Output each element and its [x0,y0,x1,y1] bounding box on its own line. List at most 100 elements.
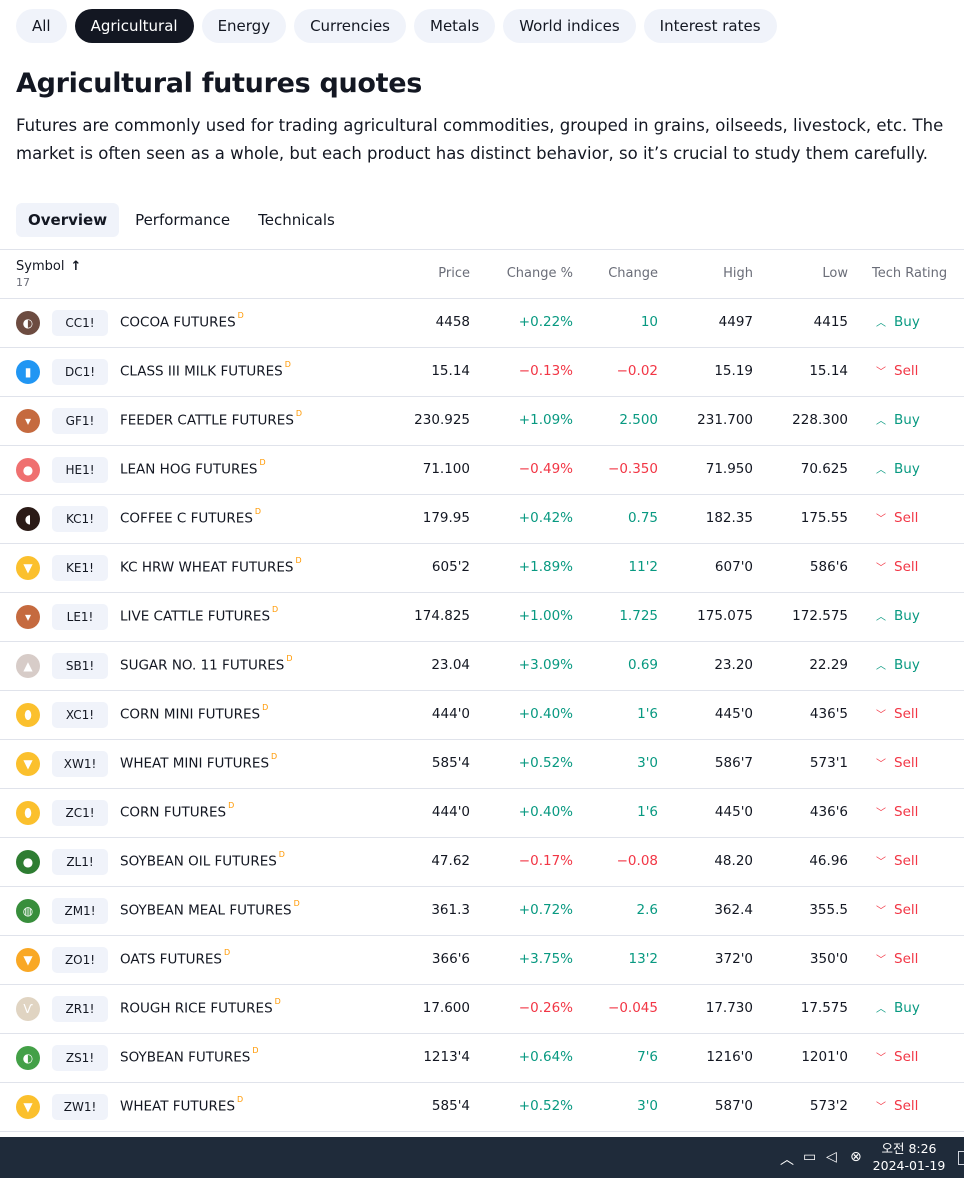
instrument-name[interactable]: SOYBEAN FUTURES D [120,1046,259,1066]
category-pill-interest-rates[interactable]: Interest rates [643,9,777,43]
table-row[interactable]: ◍ ZM1! SOYBEAN MEAL FUTURES D 361.3 +0.72% 2.6… [0,887,964,936]
cell-change: 1'6 [637,706,658,722]
tech-rating[interactable]: ﹀ Sell [876,853,918,869]
tech-rating[interactable]: ﹀ Sell [876,755,918,771]
tech-rating[interactable]: ︿ Buy [876,608,920,624]
ticker-badge[interactable]: ZS1! [52,1045,108,1071]
ticker-badge[interactable]: ZO1! [52,947,108,973]
instrument-name[interactable]: SUGAR NO. 11 FUTURES D [120,654,292,674]
instrument-name[interactable]: CLASS III MILK FUTURES D [120,360,291,380]
tab-performance[interactable]: Performance [135,211,231,229]
instrument-name[interactable]: FEEDER CATTLE FUTURES D [120,409,302,429]
ticker-badge[interactable]: XC1! [52,702,108,728]
table-row[interactable]: ▼ ZO1! OATS FUTURES D 366'6 +3.75% 13'2 372'0 35… [0,936,964,985]
tech-rating[interactable]: ︿ Buy [876,461,920,477]
tab-technicals[interactable]: Technicals [258,211,335,229]
sort-ascending-icon[interactable]: ↑ [70,259,82,274]
tech-rating[interactable]: ︿ Buy [876,1000,920,1016]
ticker-badge[interactable]: DC1! [52,359,108,385]
table-row[interactable]: ⬮ ZC1! CORN FUTURES D 444'0 +0.40% 1'6 445'0 436… [0,789,964,838]
header-low[interactable]: Low [822,266,848,281]
cell-price: 15.14 [431,363,470,379]
table-row[interactable]: ● ZL1! SOYBEAN OIL FUTURES D 47.62 −0.17% −0.0… [0,838,964,887]
cell-low: 573'2 [809,1098,848,1114]
instrument-name[interactable]: SOYBEAN OIL FUTURES D [120,850,285,870]
tech-rating[interactable]: ︿ Buy [876,412,920,428]
category-pill-currencies[interactable]: Currencies [294,9,406,43]
instrument-name[interactable]: ROUGH RICE FUTURES D [120,997,281,1017]
tech-rating[interactable]: ︿ Buy [876,657,920,673]
table-row[interactable]: ▼ XW1! WHEAT MINI FUTURES D 585'4 +0.52% 3'0 58… [0,740,964,789]
show-desktop-button[interactable] [958,1151,964,1165]
chevron-up-icon[interactable]: ︿ [780,1152,794,1168]
header-tech-rating[interactable]: Tech Rating [872,266,948,281]
category-pill-energy[interactable]: Energy [201,9,287,43]
instrument-name-label: OATS FUTURES [120,951,222,968]
table-row[interactable]: ▼ ZW1! WHEAT FUTURES D 585'4 +0.52% 3'0 587'0 57… [0,1083,964,1132]
ticker-badge[interactable]: SB1! [52,653,108,679]
table-row[interactable]: ▼ KE1! KC HRW WHEAT FUTURES D 605'2 +1.89% 11'… [0,544,964,593]
tech-rating[interactable]: ﹀ Sell [876,1049,918,1065]
volume-icon[interactable]: ◁ [826,1149,837,1165]
tech-rating[interactable]: ﹀ Sell [876,804,918,820]
ticker-badge[interactable]: ZC1! [52,800,108,826]
table-row[interactable]: ◖ KC1! COFFEE C FUTURES D 179.95 +0.42% 0.75 18… [0,495,964,544]
header-high[interactable]: High [723,266,753,281]
header-change-pct[interactable]: Change % [506,266,573,281]
ticker-badge[interactable]: ZL1! [52,849,108,875]
instrument-name[interactable]: WHEAT MINI FUTURES D [120,752,277,772]
instrument-name[interactable]: LIVE CATTLE FUTURES D [120,605,278,625]
ticker-badge[interactable]: HE1! [52,457,108,483]
instrument-name[interactable]: KC HRW WHEAT FUTURES D [120,556,302,576]
category-pills: All Agricultural Energy Currencies Metals Wor… [16,9,777,43]
ticker-badge[interactable]: ZM1! [52,898,108,924]
instrument-name[interactable]: WHEAT FUTURES D [120,1095,243,1115]
table-row[interactable]: ● HE1! LEAN HOG FUTURES D 71.100 −0.49% −0.350… [0,446,964,495]
ticker-badge[interactable]: ZW1! [52,1094,108,1120]
instrument-name[interactable]: LEAN HOG FUTURES D [120,458,266,478]
table-row[interactable]: ▮ DC1! CLASS III MILK FUTURES D 15.14 −0.13% −… [0,348,964,397]
table-row[interactable]: Ѵ ZR1! ROUGH RICE FUTURES D 17.600 −0.26% −0.0… [0,985,964,1034]
cell-low: 355.5 [809,902,848,918]
instrument-name[interactable]: CORN MINI FUTURES D [120,703,268,723]
ticker-badge[interactable]: XW1! [52,751,108,777]
cell-price: 585'4 [431,755,470,771]
tech-rating[interactable]: ︿ Buy [876,314,920,330]
tech-rating[interactable]: ﹀ Sell [876,363,918,379]
table-row[interactable]: ▲ SB1! SUGAR NO. 11 FUTURES D 23.04 +3.09% 0.6… [0,642,964,691]
cell-change-pct: +1.00% [518,608,573,624]
table-row[interactable]: ▾ LE1! LIVE CATTLE FUTURES D 174.825 +1.00% 1.… [0,593,964,642]
table-row[interactable]: ⬮ XC1! CORN MINI FUTURES D 444'0 +0.40% 1'6 445… [0,691,964,740]
tech-rating[interactable]: ﹀ Sell [876,902,918,918]
ticker-badge[interactable]: KE1! [52,555,108,581]
header-price[interactable]: Price [438,266,470,281]
table-row[interactable]: ◐ ZS1! SOYBEAN FUTURES D 1213'4 +0.64% 7'6 1216… [0,1034,964,1083]
category-pill-all[interactable]: All [16,9,67,43]
ticker-badge[interactable]: CC1! [52,310,108,336]
ticker-badge[interactable]: KC1! [52,506,108,532]
ticker-badge[interactable]: LE1! [52,604,108,630]
instrument-name[interactable]: COCOA FUTURES D [120,311,244,331]
category-pill-agricultural[interactable]: Agricultural [74,9,194,43]
table-row[interactable]: ◐ CC1! COCOA FUTURES D 4458 +0.22% 10 4497 4415 ︿… [0,299,964,348]
network-icon[interactable]: ▭ [803,1149,817,1165]
category-pill-metals[interactable]: Metals [414,9,496,43]
tech-rating[interactable]: ﹀ Sell [876,706,918,722]
category-pill-world-indices[interactable]: World indices [503,9,636,43]
taskbar-clock[interactable]: 오전 8:26 2024-01-19 [872,1140,946,1174]
tech-rating[interactable]: ﹀ Sell [876,510,918,526]
instrument-name[interactable]: SOYBEAN MEAL FUTURES D [120,899,300,919]
tech-rating[interactable]: ﹀ Sell [876,951,918,967]
header-symbol[interactable]: Symbol ↑ [16,259,81,274]
ticker-badge[interactable]: GF1! [52,408,108,434]
table-row[interactable]: ▾ GF1! FEEDER CATTLE FUTURES D 230.925 +1.09%… [0,397,964,446]
tech-rating[interactable]: ﹀ Sell [876,559,918,575]
instrument-name[interactable]: COFFEE C FUTURES D [120,507,261,527]
ticker-badge[interactable]: ZR1! [52,996,108,1022]
close-circle-icon[interactable]: ⊗ [850,1149,862,1165]
tab-overview[interactable]: Overview [16,203,120,237]
instrument-name[interactable]: OATS FUTURES D [120,948,230,968]
header-change[interactable]: Change [608,266,658,281]
tech-rating[interactable]: ﹀ Sell [876,1098,918,1114]
instrument-name[interactable]: CORN FUTURES D [120,801,234,821]
